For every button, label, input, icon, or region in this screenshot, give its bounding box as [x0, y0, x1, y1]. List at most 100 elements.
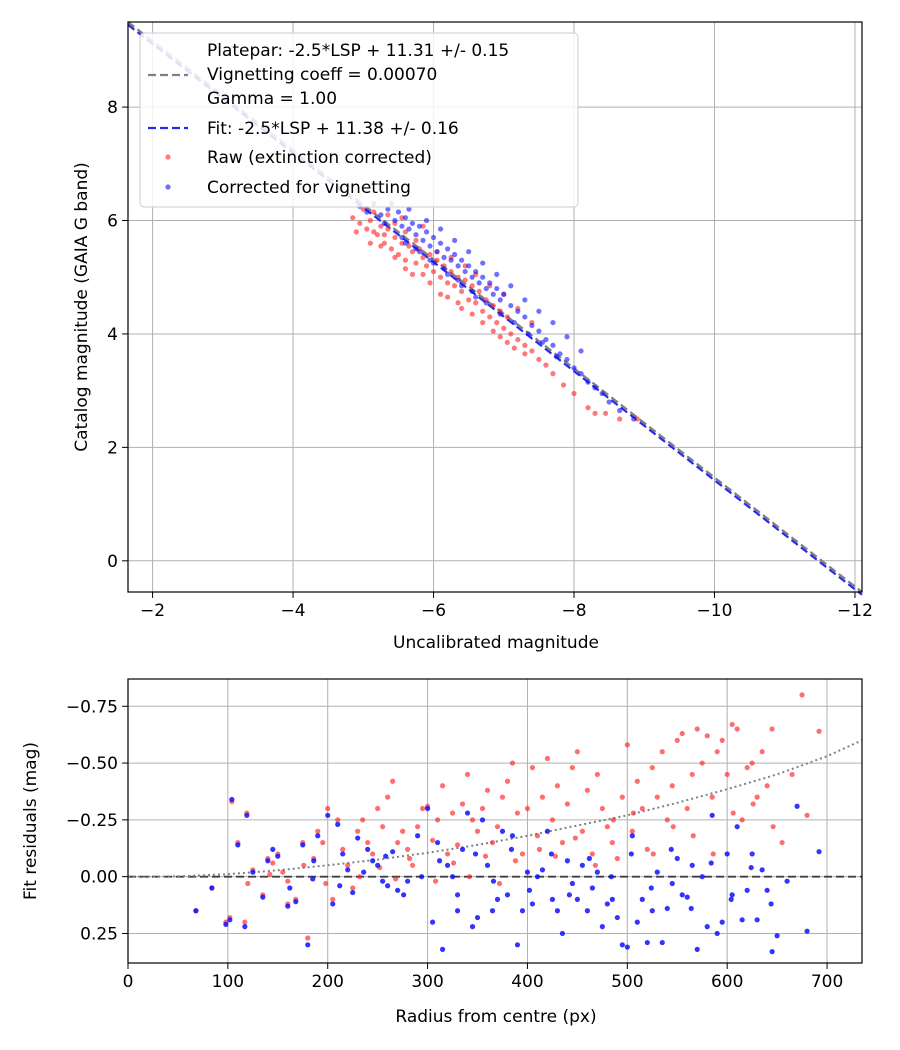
- corrected-point: [444, 271, 451, 277]
- y-tick-label: −0.25: [66, 811, 118, 831]
- corrected-point: [694, 946, 700, 952]
- raw-point: [489, 839, 496, 846]
- raw-point: [473, 300, 479, 306]
- line-vignetting-trend: [127, 739, 863, 878]
- corrected-point: [526, 887, 533, 893]
- corrected-point: [536, 328, 542, 334]
- raw-point: [335, 817, 341, 823]
- raw-point: [385, 212, 391, 218]
- corrected-point: [511, 319, 517, 326]
- raw-point: [434, 257, 440, 263]
- raw-point: [579, 828, 585, 834]
- x-tick-label: 600: [711, 972, 743, 992]
- corrected-point: [599, 924, 605, 930]
- corrected-point: [515, 308, 521, 314]
- x-tick-label: 300: [411, 972, 443, 992]
- raw-point: [320, 839, 326, 846]
- x-tick-label: 700: [811, 972, 843, 992]
- raw-point: [370, 851, 376, 857]
- raw-point: [360, 206, 366, 212]
- corrected-point: [624, 944, 630, 950]
- corrected-point: [330, 901, 336, 907]
- raw-point: [427, 251, 433, 258]
- corrected-point: [494, 285, 500, 292]
- raw-point: [388, 246, 394, 252]
- corrected-point: [260, 894, 266, 900]
- corrected-point: [574, 896, 580, 902]
- raw-point: [659, 749, 665, 755]
- corrected-point: [557, 351, 563, 357]
- raw-point: [402, 257, 409, 263]
- corrected-point: [454, 908, 461, 914]
- y-tick-label: 4: [107, 325, 118, 345]
- corrected-point: [559, 930, 566, 937]
- corrected-point: [350, 889, 356, 896]
- raw-point: [699, 760, 705, 766]
- corrected-point: [669, 880, 675, 887]
- raw-point: [420, 254, 426, 260]
- raw-point: [469, 311, 475, 317]
- corrected-point: [452, 251, 458, 258]
- raw-point: [455, 300, 461, 306]
- raw-point: [634, 778, 640, 784]
- raw-point: [594, 771, 600, 778]
- raw-point: [654, 794, 660, 800]
- corrected-point: [434, 249, 440, 255]
- raw-point: [285, 878, 291, 884]
- raw-point: [371, 209, 377, 215]
- x-tick-label: 0: [123, 972, 134, 992]
- corrected-point: [564, 356, 570, 363]
- corrected-point: [548, 851, 555, 857]
- raw-point: [367, 217, 373, 224]
- corrected-point: [480, 274, 486, 280]
- corrected-point: [390, 849, 396, 855]
- raw-point: [504, 339, 510, 346]
- corrected-point: [355, 835, 361, 841]
- corrected-point: [608, 874, 614, 880]
- corrected-point: [609, 896, 615, 902]
- raw-point: [490, 302, 496, 309]
- corrected-point: [472, 851, 479, 857]
- corrected-point: [639, 896, 645, 902]
- corrected-point: [509, 833, 516, 839]
- raw-point: [360, 817, 366, 823]
- corrected-point: [311, 858, 317, 864]
- corrected-point: [409, 220, 416, 226]
- raw-point: [437, 274, 444, 280]
- raw-point: [592, 410, 598, 416]
- legend-entry-fit: Fit: -2.5*LSP + 11.38 +/- 0.16: [207, 119, 459, 139]
- raw-point: [434, 817, 441, 823]
- raw-point: [709, 794, 715, 800]
- raw-point: [375, 805, 381, 812]
- corrected-point: [508, 302, 514, 309]
- corrected-point: [305, 942, 311, 948]
- raw-point: [664, 817, 670, 823]
- corrected-point: [469, 274, 475, 280]
- top-ticks: −2 −4 −6 −8 −10 −12 0 2 4 6 8: [107, 98, 873, 621]
- corrected-point: [395, 209, 402, 215]
- raw-point: [639, 805, 645, 812]
- raw-point: [242, 919, 248, 925]
- raw-point: [552, 853, 559, 859]
- corrected-point: [487, 280, 493, 286]
- corrected-point: [606, 399, 612, 405]
- corrected-point: [688, 905, 694, 912]
- corrected-point: [392, 217, 398, 224]
- corrected-point: [480, 260, 486, 266]
- corrected-point: [744, 887, 750, 893]
- corrected-point: [406, 226, 412, 232]
- raw-point: [474, 828, 481, 834]
- corrected-point: [395, 887, 401, 893]
- corrected-point: [668, 846, 674, 853]
- corrected-point: [659, 939, 665, 946]
- raw-point: [630, 810, 636, 816]
- raw-point: [571, 390, 577, 397]
- raw-point: [381, 240, 387, 246]
- raw-point: [449, 810, 456, 816]
- raw-point: [739, 817, 745, 823]
- raw-point: [694, 726, 700, 732]
- corrected-point: [402, 215, 409, 221]
- legend-marker-raw: [165, 154, 171, 160]
- corrected-point: [494, 271, 500, 277]
- raw-point: [559, 839, 566, 846]
